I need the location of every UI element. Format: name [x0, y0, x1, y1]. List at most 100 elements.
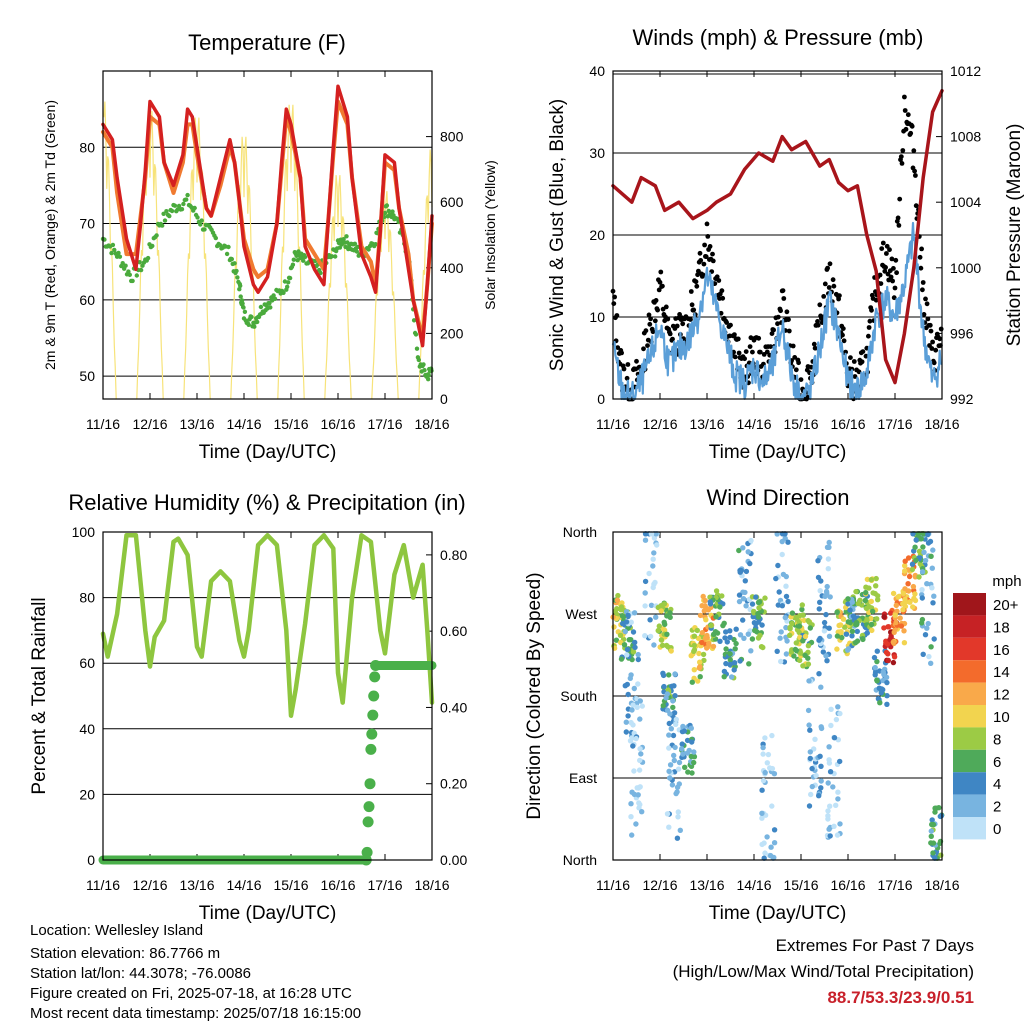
direction-point [662, 621, 668, 628]
direction-point [837, 758, 843, 765]
y2-tick-label: 996 [950, 325, 974, 341]
direction-point [675, 814, 681, 820]
dewpoint-point [127, 272, 132, 277]
footer-created: Figure created on Fri, 2025-07-18, at 16… [30, 985, 352, 1002]
gust-point [784, 309, 790, 315]
legend-label: 0 [993, 821, 1001, 838]
direction-point [874, 648, 880, 654]
y-tick-label: 100 [72, 524, 96, 540]
direction-point [922, 632, 929, 638]
direction-point [706, 640, 712, 647]
x-tick-label: 17/16 [367, 877, 402, 893]
x-tick-label: 13/16 [689, 416, 724, 432]
y2-tick-label: 0.60 [440, 623, 467, 639]
direction-point [615, 592, 621, 599]
direction-point [820, 649, 826, 655]
x-tick-label: 14/16 [736, 877, 771, 893]
precip-point [364, 778, 376, 790]
dewpoint-point [181, 201, 186, 207]
legend-title: mph [992, 573, 1021, 590]
direction-point [855, 600, 862, 607]
direction-point [625, 612, 631, 618]
y-tick-label: 60 [79, 655, 95, 671]
direction-point [672, 693, 678, 699]
gust-point [650, 329, 656, 335]
direction-point [840, 616, 847, 622]
direction-point [779, 538, 785, 545]
direction-point [912, 591, 918, 597]
direction-point [783, 593, 790, 600]
direction-point [651, 535, 658, 541]
direction-point [875, 597, 881, 603]
direction-point [907, 599, 913, 605]
legend-swatch [953, 749, 986, 773]
dewpoint-point [234, 268, 239, 274]
precip-point [369, 671, 381, 683]
dewpoint-point [224, 251, 230, 257]
direction-point [672, 671, 678, 677]
gust-point [698, 258, 704, 263]
x-tick-label: 11/16 [596, 877, 630, 893]
direction-point [634, 704, 640, 710]
legend-swatch [953, 772, 986, 795]
direction-point [702, 597, 708, 604]
dewpoint-point [268, 305, 273, 310]
gust-point [720, 295, 726, 301]
direction-point [719, 593, 725, 599]
x-axis-label: Time (Day/UTC) [709, 442, 847, 463]
dewpoint-point [109, 250, 114, 256]
dewpoint-point [344, 234, 349, 239]
direction-point [689, 770, 695, 776]
precip-point [368, 690, 380, 702]
gust-point [716, 278, 722, 283]
y2-tick-label: 200 [440, 325, 464, 341]
y-tick-label: 80 [79, 139, 95, 155]
dewpoint-point [272, 296, 278, 301]
gust-point [619, 350, 624, 356]
gust-point [756, 335, 762, 341]
dewpoint-point [185, 192, 190, 198]
gust-point [927, 322, 933, 328]
direction-point [928, 553, 934, 559]
direction-point [740, 545, 746, 551]
dewpoint-point [117, 254, 123, 259]
direction-point [910, 604, 916, 610]
direction-point [737, 569, 743, 575]
dewpoint-point [246, 322, 251, 327]
direction-point [773, 575, 779, 582]
direction-point [929, 817, 935, 823]
gust-point [920, 287, 925, 293]
direction-point [880, 687, 886, 693]
y-tick-label: West [565, 606, 597, 622]
direction-point [756, 605, 762, 611]
direction-point [901, 640, 908, 646]
direction-point [695, 635, 702, 642]
gust-point [902, 94, 907, 100]
direction-point [688, 725, 694, 731]
gust-point [781, 296, 787, 301]
direction-point [809, 765, 815, 772]
y-tick-label: 0 [597, 391, 605, 407]
direction-point [666, 720, 672, 727]
direction-point [864, 576, 871, 583]
direction-point [845, 601, 851, 607]
direction-point [835, 789, 841, 795]
gust-point [912, 168, 917, 174]
direction-point [900, 607, 906, 613]
direction-point [931, 593, 937, 599]
direction-point [733, 626, 739, 632]
direction-point [736, 547, 742, 554]
direction-point [642, 590, 648, 596]
gust-point [919, 246, 924, 252]
direction-point [921, 549, 927, 555]
direction-point [873, 583, 879, 589]
direction-point [874, 616, 880, 622]
direction-point [919, 595, 925, 601]
gust-point [882, 268, 888, 274]
dewpoint-point [352, 241, 358, 246]
plot-frame [102, 531, 433, 861]
direction-point [817, 599, 823, 605]
direction-point [762, 850, 768, 856]
direction-point [762, 769, 768, 776]
